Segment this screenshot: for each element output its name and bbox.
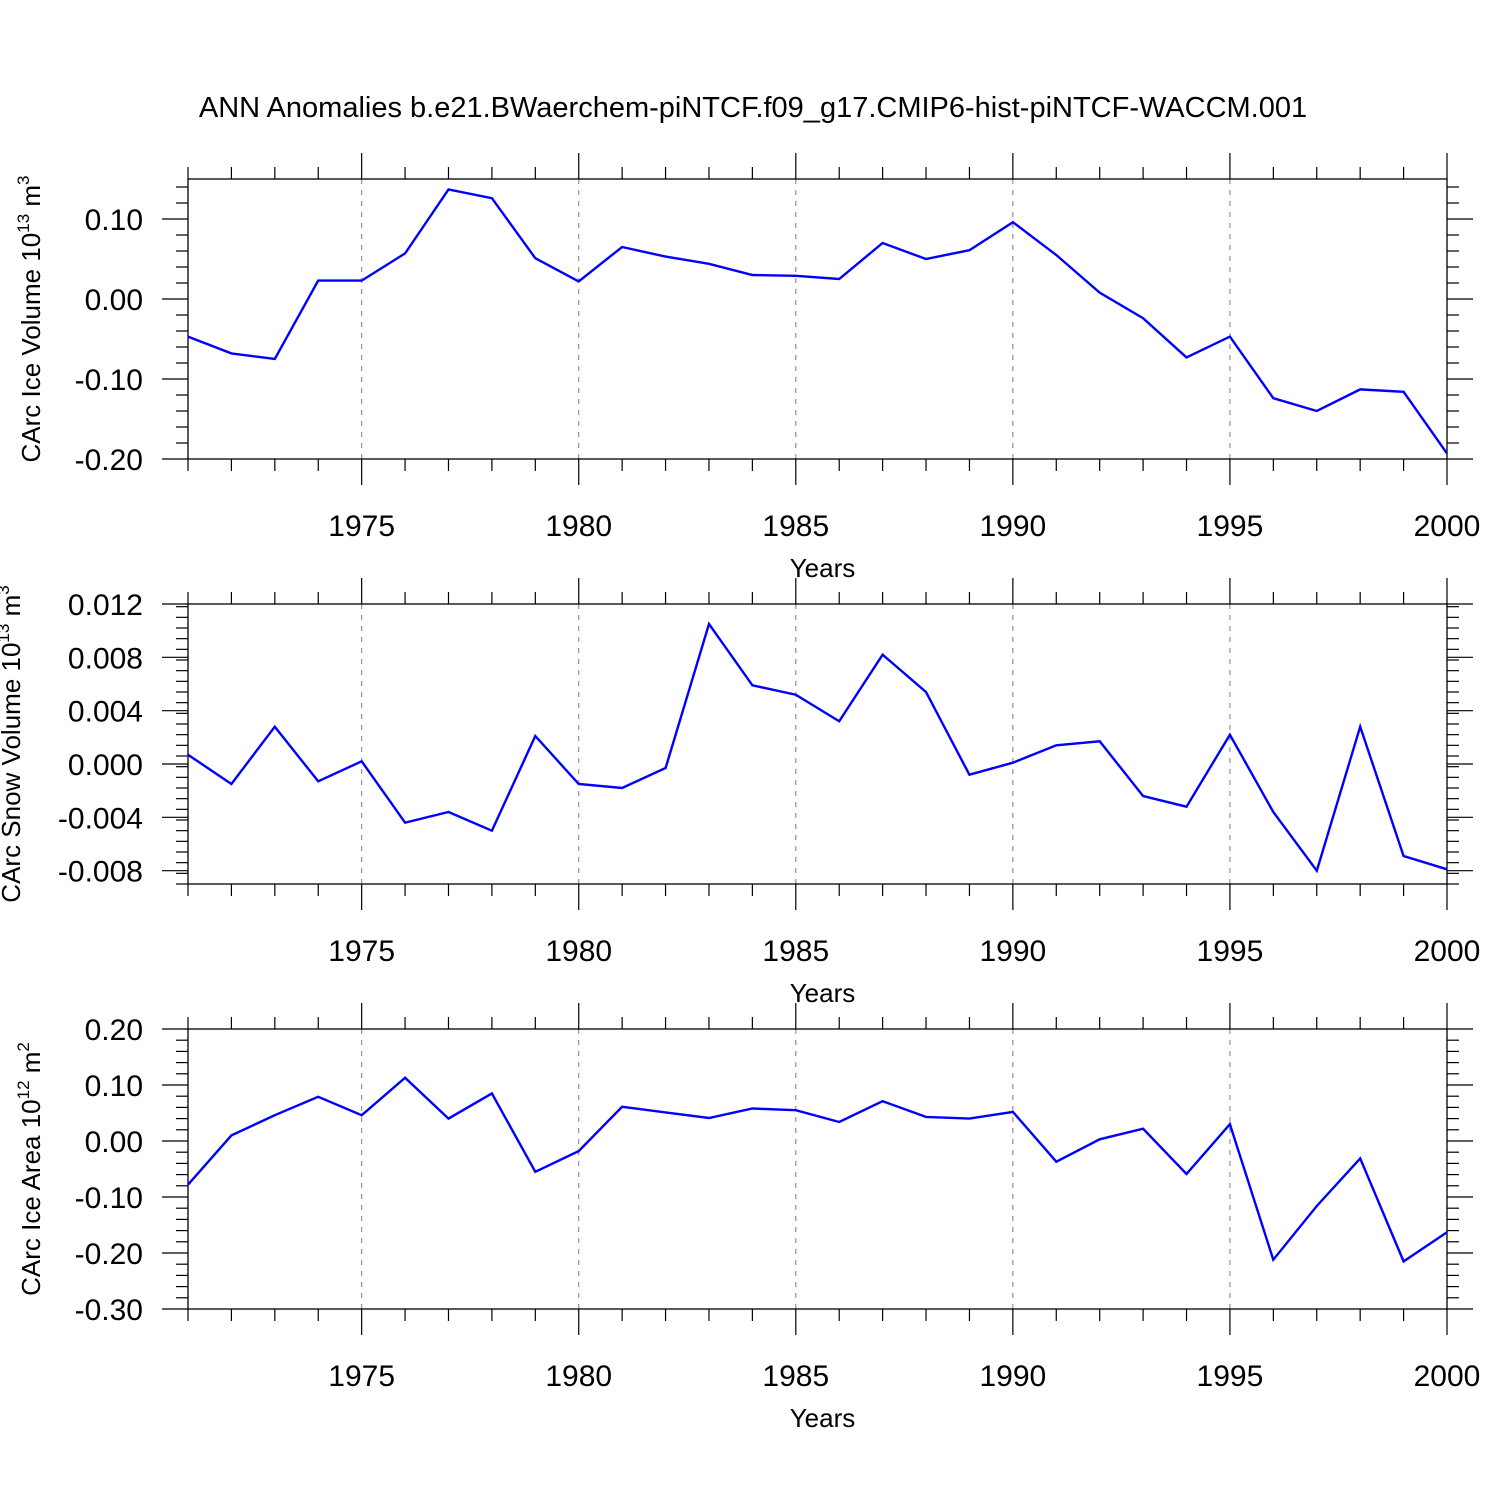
plot-frame xyxy=(187,178,1448,460)
y-tick-label: -0.008 xyxy=(58,856,143,889)
x-tick-label: 2000 xyxy=(1414,935,1481,968)
y-tick-label: 0.004 xyxy=(68,696,143,729)
x-tick-label: 1980 xyxy=(545,935,612,968)
y-tick-label: -0.10 xyxy=(75,364,143,397)
series-line xyxy=(187,621,1448,874)
x-tick-label: 1995 xyxy=(1197,510,1264,543)
plot-frame xyxy=(187,1028,1448,1310)
series-line xyxy=(187,188,1448,455)
y-tick-label: -0.10 xyxy=(75,1182,143,1215)
x-tick-label: 1975 xyxy=(328,935,395,968)
y-axis-label: CArc Snow Volume 1013 m3 xyxy=(0,585,26,902)
y-tick-label: 0.20 xyxy=(85,1014,143,1047)
y-tick-label: 0.00 xyxy=(85,1126,143,1159)
x-tick-label: 1975 xyxy=(328,510,395,543)
x-tick-label: 1975 xyxy=(328,1360,395,1393)
x-tick-label: 1995 xyxy=(1197,935,1264,968)
y-axis-label: CArc Ice Volume 1013 m3 xyxy=(14,175,46,462)
chart-title: ANN Anomalies b.e21.BWaerchem-piNTCF.f09… xyxy=(199,92,1307,124)
y-axis-label: CArc Ice Area 1012 m2 xyxy=(14,1042,46,1296)
x-tick-label: 1990 xyxy=(979,510,1046,543)
chart-panels: 1975 1980 1985 1990 1995 2000 -0.20 -0.10 0.00 0.… xyxy=(0,153,1480,1433)
x-tick-label: 1985 xyxy=(762,935,829,968)
y-tick-label: -0.20 xyxy=(75,1238,143,1271)
chart-panel-1: 1975 1980 1985 1990 1995 2000 -0.20 -0.10 0.00 0.… xyxy=(14,153,1480,583)
series-line xyxy=(187,1076,1448,1264)
plot-frame xyxy=(187,603,1448,885)
y-tick-label: 0.000 xyxy=(68,749,143,782)
x-tick-label: 1980 xyxy=(545,1360,612,1393)
x-tick-label: 1985 xyxy=(762,1360,829,1393)
x-tick-label: 2000 xyxy=(1414,1360,1481,1393)
x-axis-label: Years xyxy=(790,553,856,583)
y-tick-label: -0.20 xyxy=(75,444,143,477)
x-axis-label: Years xyxy=(790,978,856,1008)
y-tick-label: 0.008 xyxy=(68,642,143,675)
y-tick-label: 0.10 xyxy=(85,204,143,237)
y-tick-label: -0.004 xyxy=(58,802,143,835)
x-tick-label: 1995 xyxy=(1197,1360,1264,1393)
chart-panel-3: 1975 1980 1985 1990 1995 2000 -0.30 -0.20 -0.10 0… xyxy=(14,1003,1480,1433)
x-tick-label: 1985 xyxy=(762,510,829,543)
x-tick-label: 1980 xyxy=(545,510,612,543)
x-axis-label: Years xyxy=(790,1403,856,1433)
y-tick-label: -0.30 xyxy=(75,1294,143,1327)
chart-panel-2: 1975 1980 1985 1990 1995 2000 -0.008 -0.004 0.00… xyxy=(0,578,1480,1008)
x-tick-label: 1990 xyxy=(979,1360,1046,1393)
y-tick-label: 0.10 xyxy=(85,1070,143,1103)
y-tick-label: 0.00 xyxy=(85,284,143,317)
x-tick-label: 2000 xyxy=(1414,510,1481,543)
x-tick-label: 1990 xyxy=(979,935,1046,968)
y-tick-label: 0.012 xyxy=(68,589,143,622)
